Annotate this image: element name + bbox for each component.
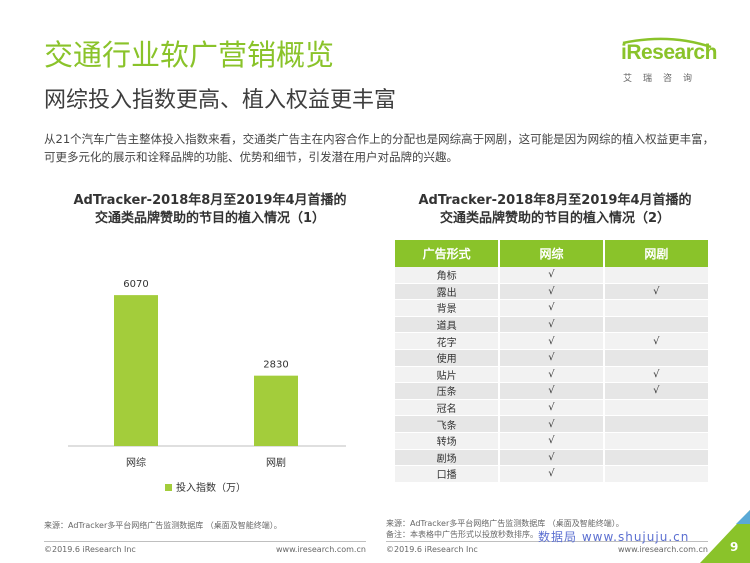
footer-url-right[interactable]: www.iresearch.com.cn: [618, 545, 708, 554]
table-row: 角标 √: [395, 267, 708, 284]
legend-swatch: [165, 484, 172, 491]
ad-format-cell: 剧场: [395, 449, 501, 467]
logo-subtitle: 艾瑞咨询: [623, 74, 704, 84]
chart1-title-line2: 交通类品牌赞助的节目的植入情况（1）: [94, 211, 326, 226]
table-row: 使用 √: [395, 349, 708, 367]
check-cell: √: [499, 299, 605, 317]
intro-paragraph: 从21个汽车广告主整体投入指数来看，交通类广告主在内容合作上的分配也是网综高于网…: [44, 132, 715, 164]
source-right: 来源：AdTracker多平台网络广告监测数据库 （桌面及智能终端）。: [386, 519, 624, 528]
check-cell: √: [499, 267, 605, 284]
check-cell: [603, 316, 708, 334]
table-row: 飞条 √: [395, 415, 708, 433]
check-cell: √: [499, 432, 605, 450]
check-cell: √: [499, 283, 605, 301]
table-header-row: 广告形式 网综 网剧: [395, 240, 708, 267]
chart1-title-line1: AdTracker-2018年8月至2019年4月首播的: [73, 193, 347, 208]
ad-format-cell: 角标: [395, 267, 501, 284]
placement-table: 广告形式 网综 网剧 角标 √ 露出 √ √ 背景 √ 道具 √ 花字 √ √ 使用 √ 贴片 √ √ 压条 √ √ 冠名 √…: [395, 240, 708, 483]
ad-format-cell: 使用: [395, 349, 501, 367]
table-header-cell: 网综: [499, 240, 605, 267]
ad-format-cell: 花字: [395, 332, 501, 350]
ad-format-cell: 道具: [395, 316, 501, 334]
table-row: 花字 √ √: [395, 332, 708, 350]
check-cell: √: [499, 399, 605, 417]
bar-value-label: 2830: [263, 360, 288, 371]
corner-triangle-icon: [700, 510, 750, 563]
bar-1: [114, 295, 158, 446]
ad-format-cell: 冠名: [395, 399, 501, 417]
table-row: 冠名 √: [395, 399, 708, 417]
ad-format-cell: 背景: [395, 299, 501, 317]
bar-value-label: 6070: [123, 279, 148, 290]
check-cell: √: [499, 332, 605, 350]
chart1-title: AdTracker-2018年8月至2019年4月首播的 交通类品牌赞助的节目的…: [40, 192, 380, 228]
footer-divider-right: [386, 541, 708, 542]
check-cell: [603, 267, 708, 284]
check-cell: √: [499, 316, 605, 334]
footer-copyright-left: ©2019.6 iResearch Inc: [44, 545, 136, 554]
check-cell: [603, 415, 708, 433]
footer-copyright-right: ©2019.6 iResearch Inc: [386, 545, 478, 554]
footer-url-left[interactable]: www.iresearch.com.cn: [276, 545, 366, 554]
check-cell: √: [499, 415, 605, 433]
check-cell: √: [499, 449, 605, 467]
table-row: 口播 √: [395, 465, 708, 483]
check-cell: [603, 449, 708, 467]
check-cell: √: [499, 465, 605, 483]
page-number: 9: [730, 540, 739, 554]
table-row: 转场 √: [395, 432, 708, 450]
footer-divider-left: [44, 541, 366, 542]
bar-2: [254, 375, 298, 446]
page-title: 交通行业软广营销概览: [44, 38, 335, 72]
ad-format-cell: 压条: [395, 382, 501, 400]
check-cell: √: [603, 332, 708, 350]
chart2-title: AdTracker-2018年8月至2019年4月首播的 交通类品牌赞助的节目的…: [380, 192, 730, 228]
check-cell: [603, 432, 708, 450]
table-row: 背景 √: [395, 299, 708, 317]
table-header-cell: 网剧: [603, 240, 708, 267]
legend-label: 投入指数（万）: [176, 481, 246, 494]
table-row: 压条 √ √: [395, 382, 708, 400]
note-right: 备注：本表格中广告形式以投放秒数排序。: [386, 530, 538, 539]
check-cell: √: [499, 349, 605, 367]
ad-format-cell: 飞条: [395, 415, 501, 433]
ad-format-cell: 露出: [395, 283, 501, 301]
check-cell: [603, 349, 708, 367]
iresearch-logo: iResearch 艾瑞咨询: [619, 37, 717, 86]
table-row: 贴片 √ √: [395, 366, 708, 384]
ad-format-cell: 转场: [395, 432, 501, 450]
ad-format-cell: 贴片: [395, 366, 501, 384]
check-cell: √: [499, 366, 605, 384]
table-row: 剧场 √: [395, 449, 708, 467]
logo-arc-icon: [622, 37, 712, 49]
table-row: 道具 √: [395, 316, 708, 334]
logo-wordmark: iResearch: [621, 41, 717, 64]
check-cell: √: [603, 366, 708, 384]
check-cell: √: [603, 382, 708, 400]
check-cell: √: [499, 382, 605, 400]
chart2-title-line2: 交通类品牌赞助的节目的植入情况（2）: [439, 211, 671, 226]
chart2-title-line1: AdTracker-2018年8月至2019年4月首播的: [418, 193, 692, 208]
ad-format-cell: 口播: [395, 465, 501, 483]
x-tick-label: 网综: [126, 456, 146, 469]
check-cell: √: [603, 283, 708, 301]
check-cell: [603, 299, 708, 317]
source-left: 来源：AdTracker多平台网络广告监测数据库 （桌面及智能终端）。: [44, 521, 282, 530]
watermark: 数据局 www.shujuju.cn: [538, 530, 690, 544]
page-subtitle: 网综投入指数更高、植入权益更丰富: [44, 88, 397, 113]
x-tick-label: 网剧: [266, 457, 286, 469]
check-cell: [603, 399, 708, 417]
table-row: 露出 √ √: [395, 283, 708, 301]
table-header-cell: 广告形式: [395, 240, 501, 267]
check-cell: [603, 465, 708, 483]
